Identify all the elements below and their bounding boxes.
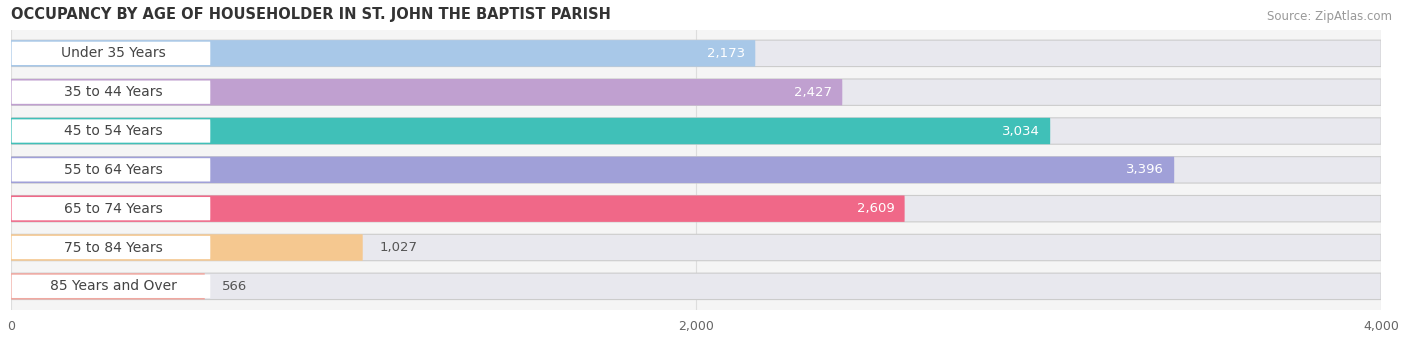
FancyBboxPatch shape	[11, 158, 211, 182]
FancyBboxPatch shape	[11, 275, 211, 298]
Text: 3,396: 3,396	[1126, 163, 1164, 176]
FancyBboxPatch shape	[11, 234, 363, 261]
FancyBboxPatch shape	[11, 79, 842, 105]
FancyBboxPatch shape	[11, 40, 1381, 67]
Text: 2,173: 2,173	[707, 47, 745, 60]
FancyBboxPatch shape	[11, 119, 211, 143]
FancyBboxPatch shape	[11, 79, 1381, 105]
FancyBboxPatch shape	[11, 195, 1381, 222]
Text: 3,034: 3,034	[1002, 124, 1040, 137]
Text: Source: ZipAtlas.com: Source: ZipAtlas.com	[1267, 10, 1392, 23]
Text: 2,609: 2,609	[856, 202, 894, 215]
Text: 566: 566	[222, 280, 247, 293]
Text: OCCUPANCY BY AGE OF HOUSEHOLDER IN ST. JOHN THE BAPTIST PARISH: OCCUPANCY BY AGE OF HOUSEHOLDER IN ST. J…	[11, 7, 610, 22]
FancyBboxPatch shape	[11, 273, 1381, 300]
FancyBboxPatch shape	[11, 81, 211, 104]
Text: 55 to 64 Years: 55 to 64 Years	[65, 163, 163, 177]
FancyBboxPatch shape	[11, 234, 1381, 261]
FancyBboxPatch shape	[11, 195, 904, 222]
Text: 35 to 44 Years: 35 to 44 Years	[65, 85, 163, 99]
Text: Under 35 Years: Under 35 Years	[62, 46, 166, 61]
Text: 45 to 54 Years: 45 to 54 Years	[65, 124, 163, 138]
Text: 65 to 74 Years: 65 to 74 Years	[65, 202, 163, 216]
Text: 1,027: 1,027	[380, 241, 418, 254]
Text: 85 Years and Over: 85 Years and Over	[51, 279, 177, 293]
FancyBboxPatch shape	[11, 157, 1381, 183]
FancyBboxPatch shape	[11, 157, 1174, 183]
Text: 75 to 84 Years: 75 to 84 Years	[65, 240, 163, 255]
FancyBboxPatch shape	[11, 40, 755, 67]
FancyBboxPatch shape	[11, 42, 211, 65]
FancyBboxPatch shape	[11, 197, 211, 220]
FancyBboxPatch shape	[11, 118, 1381, 144]
FancyBboxPatch shape	[11, 118, 1050, 144]
Text: 2,427: 2,427	[794, 86, 832, 99]
FancyBboxPatch shape	[11, 236, 211, 259]
FancyBboxPatch shape	[11, 273, 205, 300]
